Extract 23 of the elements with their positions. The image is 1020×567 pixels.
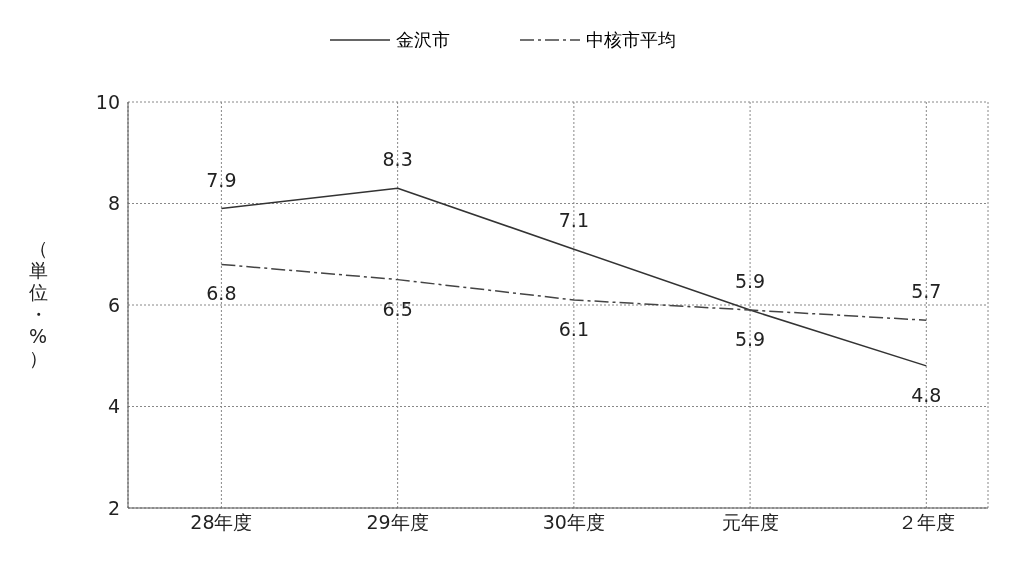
y-tick-label: 6 <box>107 293 120 316</box>
y-tick-label: 8 <box>107 192 120 215</box>
x-tick-label: ２年度 <box>897 511 955 534</box>
y-tick-label: 2 <box>107 496 120 519</box>
y-tick-label: 10 <box>95 90 120 113</box>
x-tick-label: 29年度 <box>366 511 429 534</box>
legend-label: 中核市平均 <box>586 28 676 52</box>
data-label: 8.3 <box>382 148 413 171</box>
data-label: 6.8 <box>206 282 237 305</box>
data-label: 6.1 <box>558 317 589 340</box>
y-tick-label: 4 <box>107 395 120 418</box>
y-axis-title: （単位・%） <box>28 237 48 369</box>
data-label: 5.7 <box>911 280 942 303</box>
x-tick-label: 元年度 <box>721 511 779 534</box>
x-tick-label: 30年度 <box>542 511 605 534</box>
data-label: 6.5 <box>382 297 413 320</box>
data-label: 5.9 <box>734 270 766 293</box>
x-tick-label: 28年度 <box>190 511 253 534</box>
data-label: 7.9 <box>206 168 237 191</box>
data-label: 4.8 <box>911 383 942 406</box>
data-label: 5.9 <box>734 328 766 351</box>
data-label: 7.1 <box>558 209 589 232</box>
legend-label: 金沢市 <box>396 28 450 52</box>
